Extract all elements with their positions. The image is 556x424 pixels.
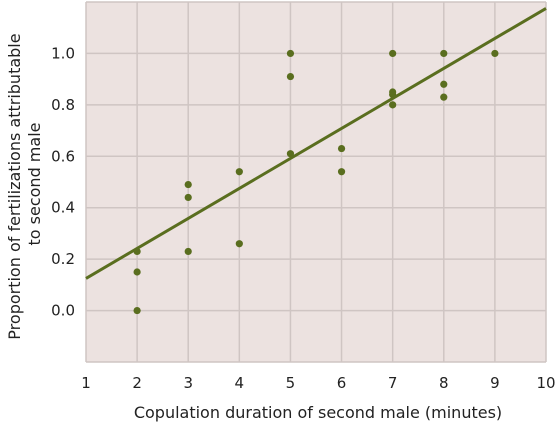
data-point <box>184 247 192 256</box>
x-tick-label: 9 <box>490 374 500 392</box>
x-tick-label: 10 <box>536 374 555 392</box>
x-tick-label: 7 <box>388 374 398 392</box>
y-axis-title: Proportion of fertilizations attributabl… <box>5 28 44 339</box>
data-point <box>286 49 295 58</box>
y-tick-label: 0.0 <box>51 302 75 320</box>
y-tick-label: 1.0 <box>51 44 75 62</box>
data-point <box>184 180 192 189</box>
data-point <box>133 306 141 315</box>
data-point <box>389 101 397 109</box>
y-tick-label: 0.4 <box>51 199 75 217</box>
data-point <box>337 168 346 176</box>
y-axis-title-line-2: to second male <box>25 123 44 246</box>
data-point <box>133 247 141 256</box>
data-point <box>235 240 243 248</box>
data-point <box>235 168 243 176</box>
y-tick-label: 0.2 <box>51 250 75 268</box>
trendline <box>85 7 547 280</box>
data-point <box>133 268 141 276</box>
x-tick-label: 6 <box>337 374 347 392</box>
x-tick-label: 5 <box>286 374 296 392</box>
data-points <box>133 49 499 315</box>
grid <box>85 1 547 363</box>
data-point <box>389 49 397 58</box>
y-tick-label: 0.8 <box>51 96 75 114</box>
data-point <box>491 49 499 58</box>
data-point <box>440 80 448 88</box>
x-tick-label: 4 <box>235 374 245 392</box>
data-point <box>440 49 448 58</box>
x-axis-ticks: 1 2 3 4 5 6 7 8 9 10 <box>81 374 555 392</box>
x-tick-label: 3 <box>183 374 193 392</box>
y-axis-ticks: 0.0 0.2 0.4 0.6 0.8 1.0 <box>51 44 75 319</box>
data-point <box>389 88 397 96</box>
x-axis-title: Copulation duration of second male (minu… <box>134 403 502 422</box>
plot-area <box>86 2 546 362</box>
y-axis-title-line-1: Proportion of fertilizations attributabl… <box>5 33 24 339</box>
x-tick-label: 8 <box>439 374 449 392</box>
data-point <box>286 150 295 158</box>
x-tick-label: 1 <box>81 374 91 392</box>
data-point <box>337 144 346 153</box>
data-point <box>286 72 295 81</box>
x-tick-label: 2 <box>132 374 142 392</box>
data-point <box>440 93 448 101</box>
data-point <box>184 193 192 202</box>
y-tick-label: 0.6 <box>51 147 75 165</box>
